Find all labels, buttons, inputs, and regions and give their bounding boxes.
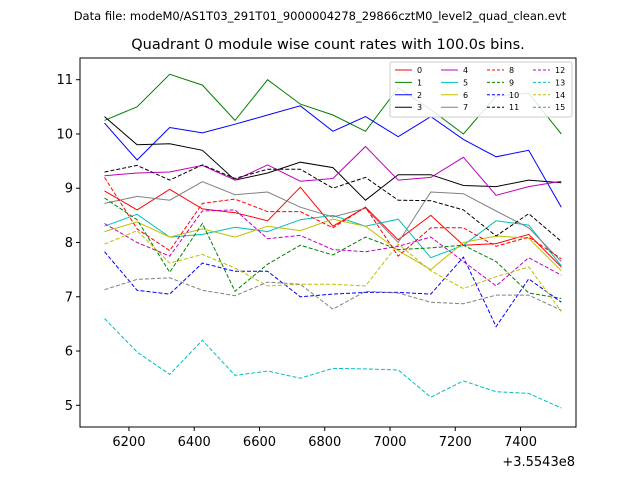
legend-label: 5 (463, 78, 468, 87)
y-tick-label: 8 (65, 236, 73, 251)
x-tick-label: 6400 (178, 435, 211, 450)
x-axis: 6200 6400 6600 6800 7000 7200 7400 (112, 427, 537, 450)
legend-label: 13 (555, 78, 565, 87)
x-tick-label: 6600 (243, 435, 276, 450)
x-tick-label: 7400 (504, 435, 537, 450)
legend-label: 2 (417, 91, 422, 100)
y-tick-label: 5 (65, 399, 73, 414)
legend-label: 8 (509, 66, 514, 75)
series-line-6 (104, 218, 562, 272)
x-tick-label: 6800 (308, 435, 341, 450)
legend-label: 6 (463, 91, 468, 100)
legend-label: 11 (509, 103, 519, 112)
x-tick-label: 6200 (112, 435, 145, 450)
y-tick-label: 7 (65, 290, 73, 305)
legend-label: 12 (555, 66, 565, 75)
legend-label: 4 (463, 66, 468, 75)
legend-label: 7 (463, 103, 468, 112)
series-line-4 (104, 145, 562, 196)
series-line-8 (104, 177, 562, 260)
legend-box (389, 61, 573, 118)
y-axis: 5 6 7 8 9 10 11 (56, 73, 80, 414)
series-line-11 (104, 164, 562, 242)
series-line-7 (104, 181, 562, 262)
y-tick-label: 11 (56, 73, 73, 88)
legend-label: 9 (509, 78, 514, 87)
y-tick-label: 6 (65, 345, 73, 360)
legend-label: 1 (417, 78, 422, 87)
series-line-2 (104, 105, 562, 208)
y-tick-label: 10 (56, 127, 73, 142)
x-tick-label: 7000 (373, 435, 406, 450)
series-line-12 (104, 209, 562, 287)
series-line-3 (104, 116, 562, 201)
plot-lines (104, 73, 562, 409)
plot-frame (79, 57, 577, 428)
series-line-13 (104, 318, 562, 409)
legend-label: 14 (555, 91, 565, 100)
x-tick-label: 7200 (439, 435, 472, 450)
chart-title: Quadrant 0 module wise count rates with … (131, 37, 525, 53)
legend-label: 3 (417, 103, 422, 112)
legend-label: 15 (555, 103, 565, 112)
legend-label: 0 (417, 66, 422, 75)
series-line-9 (104, 197, 562, 299)
series-line-15 (104, 277, 562, 311)
chart-suptitle: Data file: modeM0/AS1T03_291T01_90000042… (74, 9, 567, 23)
series-line-14 (104, 230, 562, 312)
series-line-5 (104, 213, 562, 267)
legend-label: 10 (509, 91, 519, 100)
series-line-10 (104, 251, 562, 328)
y-tick-label: 9 (65, 182, 73, 197)
x-offset-label: +3.5543e8 (502, 455, 575, 470)
series-line-0 (104, 186, 562, 268)
